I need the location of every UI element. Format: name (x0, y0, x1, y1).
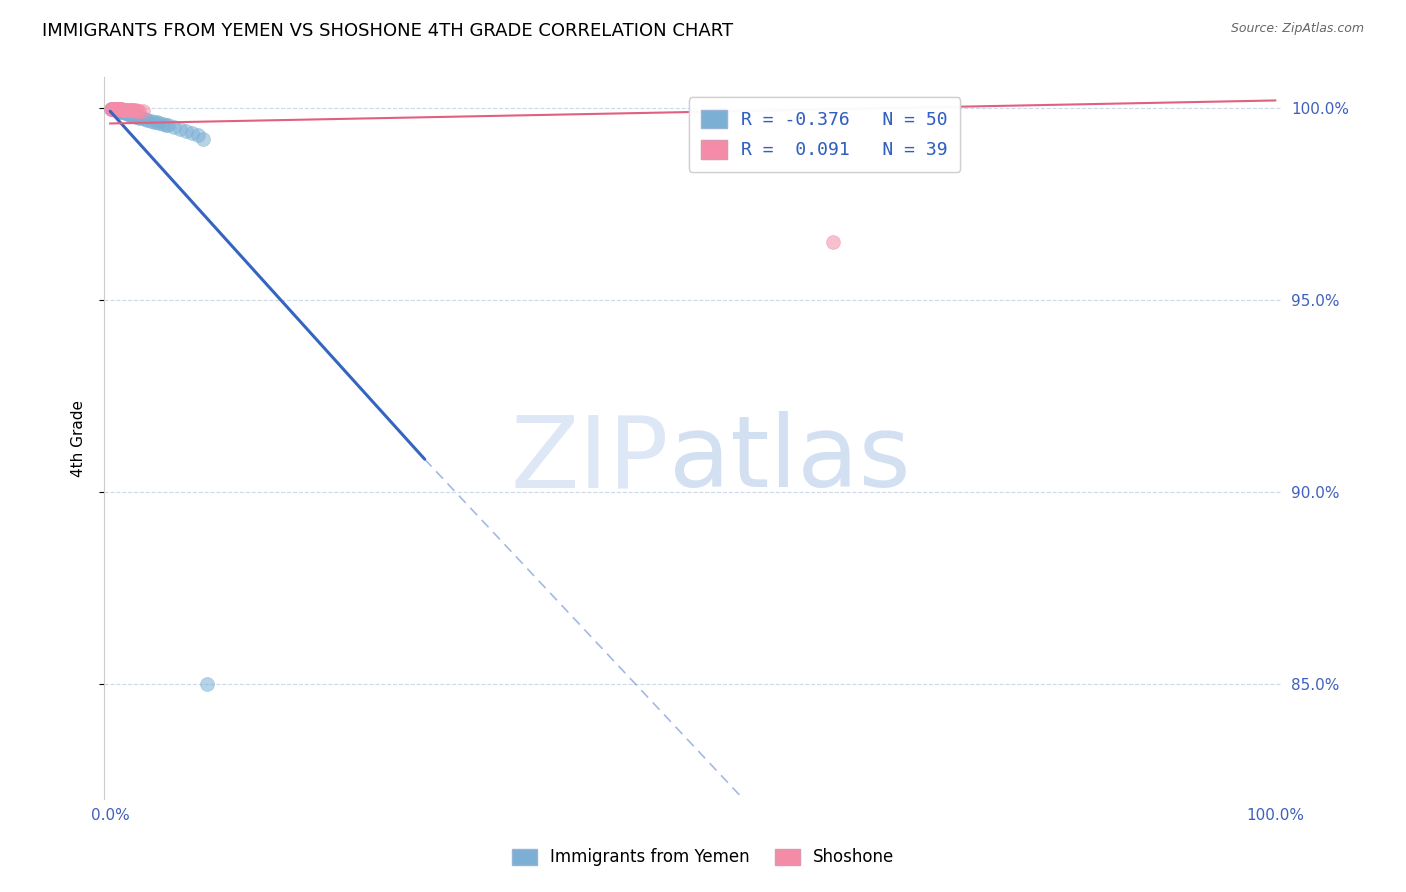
Point (127, 103, 149, 118)
Point (103, 102, 125, 116)
Point (186, 128, 208, 142)
Point (100, 102, 122, 116)
Y-axis label: 4th Grade: 4th Grade (72, 400, 86, 476)
Point (125, 103, 148, 118)
Text: atlas: atlas (669, 411, 911, 508)
Point (104, 102, 127, 116)
Point (108, 104, 131, 119)
Point (103, 102, 125, 116)
Point (821, 235, 844, 250)
Point (111, 105, 134, 120)
Point (104, 102, 127, 116)
Point (122, 103, 145, 118)
Point (115, 106, 138, 120)
Point (125, 110, 148, 124)
Point (110, 104, 132, 119)
Point (108, 103, 131, 117)
Point (118, 108, 141, 122)
Point (112, 103, 135, 117)
Point (118, 103, 141, 117)
Point (104, 102, 127, 116)
Point (104, 102, 127, 116)
Point (101, 102, 124, 116)
Legend: Immigrants from Yemen, Shoshone: Immigrants from Yemen, Shoshone (503, 840, 903, 875)
Point (114, 105, 136, 120)
Point (121, 108, 143, 122)
Point (101, 102, 124, 116)
Point (124, 109, 146, 123)
Point (128, 103, 150, 118)
Point (104, 103, 127, 117)
Point (111, 103, 134, 117)
Point (148, 116, 170, 130)
Legend: R = -0.376   N = 50, R =  0.091   N = 39: R = -0.376 N = 50, R = 0.091 N = 39 (689, 97, 960, 172)
Point (152, 117, 174, 131)
Point (120, 103, 142, 118)
Point (103, 102, 125, 116)
Point (117, 106, 139, 120)
Text: Source: ZipAtlas.com: Source: ZipAtlas.com (1230, 22, 1364, 36)
Point (134, 112, 156, 127)
Point (118, 103, 141, 117)
Point (104, 103, 127, 117)
Point (193, 132, 215, 146)
Point (174, 124, 197, 138)
Point (104, 103, 127, 117)
Point (104, 103, 127, 117)
Text: ZIP: ZIP (510, 411, 669, 508)
Point (104, 102, 127, 116)
Point (105, 103, 128, 117)
Point (107, 102, 129, 116)
Point (112, 105, 135, 120)
Point (195, 676, 218, 690)
Point (115, 103, 138, 117)
Point (122, 109, 145, 123)
Point (118, 107, 141, 121)
Point (120, 108, 142, 122)
Point (104, 102, 127, 116)
Point (101, 102, 124, 116)
Point (107, 103, 129, 118)
Point (111, 103, 134, 117)
Point (143, 114, 166, 128)
Point (103, 102, 125, 116)
Point (101, 102, 124, 116)
Point (125, 103, 148, 118)
Point (120, 103, 142, 117)
Point (105, 102, 128, 116)
Point (110, 103, 132, 117)
Point (128, 111, 150, 125)
Point (110, 104, 132, 119)
Point (100, 102, 122, 116)
Point (139, 113, 162, 128)
Point (108, 103, 131, 117)
Point (111, 103, 134, 117)
Point (110, 103, 132, 117)
Point (105, 102, 128, 116)
Point (105, 102, 128, 116)
Point (136, 113, 159, 128)
Point (132, 103, 155, 118)
Point (125, 110, 148, 124)
Point (115, 103, 138, 117)
Point (145, 115, 167, 129)
Point (111, 104, 134, 119)
Point (112, 103, 135, 117)
Point (169, 122, 191, 136)
Point (157, 119, 180, 133)
Point (163, 120, 186, 135)
Point (107, 103, 129, 117)
Point (155, 118, 177, 132)
Point (103, 102, 125, 116)
Point (131, 112, 153, 126)
Point (112, 105, 135, 120)
Text: IMMIGRANTS FROM YEMEN VS SHOSHONE 4TH GRADE CORRELATION CHART: IMMIGRANTS FROM YEMEN VS SHOSHONE 4TH GR… (42, 22, 734, 40)
Point (180, 126, 202, 140)
Point (122, 103, 145, 118)
Point (108, 103, 131, 118)
Point (107, 103, 129, 118)
